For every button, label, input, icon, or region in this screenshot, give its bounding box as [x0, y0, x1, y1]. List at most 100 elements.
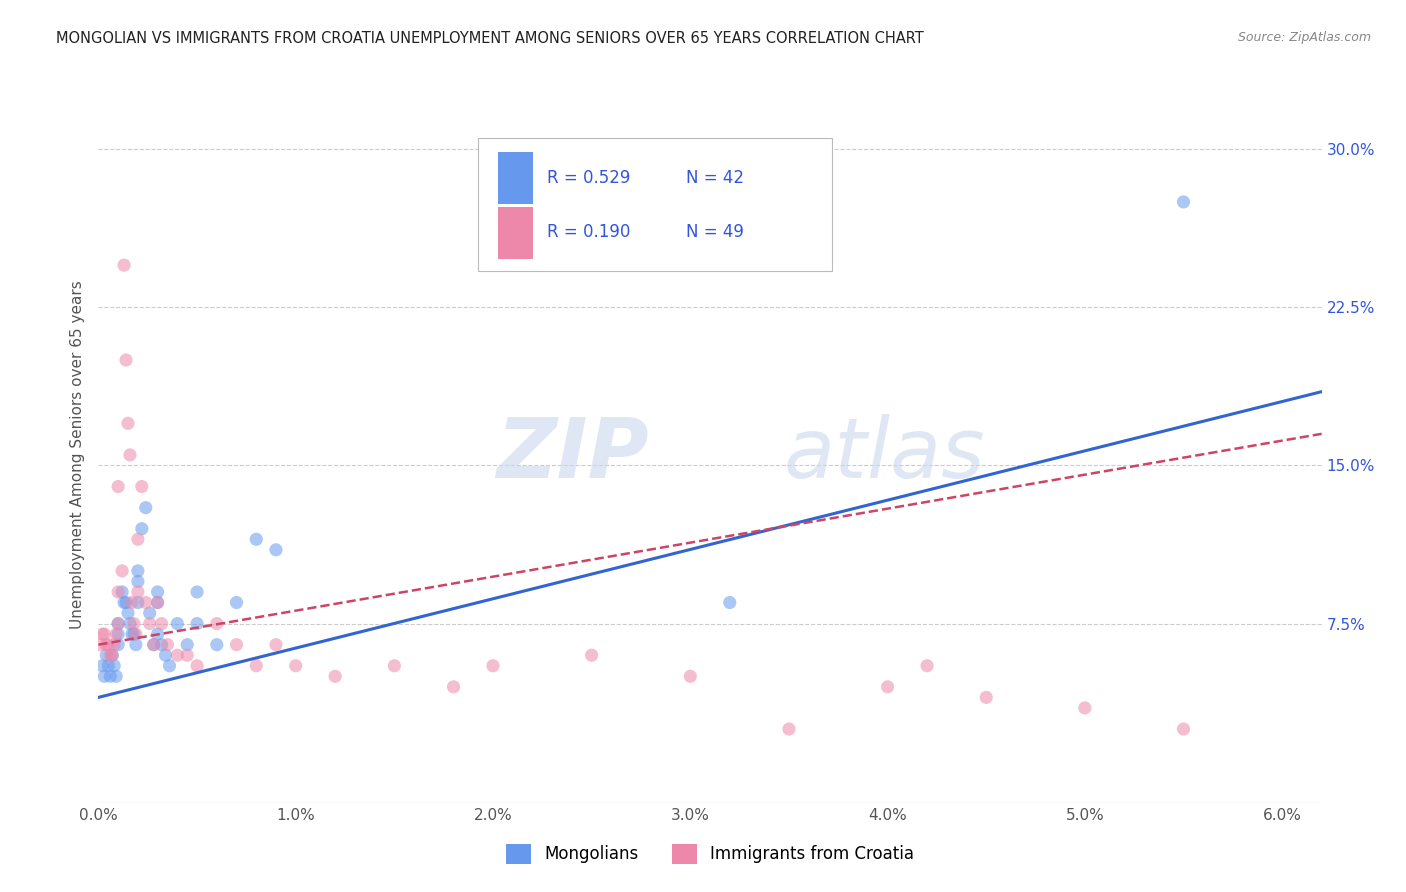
Point [156, 638, 179, 652]
Point [176, 638, 198, 652]
Point [225, 638, 247, 652]
Point [127, 595, 149, 609]
Point [205, 616, 228, 631]
Point [101, 648, 124, 663]
Point [876, 680, 898, 694]
Point [103, 658, 125, 673]
Text: R = 0.529: R = 0.529 [547, 169, 631, 187]
Point [107, 616, 129, 631]
Point [112, 595, 135, 609]
Point [166, 616, 188, 631]
Point [107, 638, 129, 652]
Point [155, 648, 177, 663]
Point [91, 627, 114, 641]
Point [115, 595, 138, 609]
Point [105, 669, 128, 683]
Point [121, 595, 143, 609]
FancyBboxPatch shape [478, 138, 832, 270]
Point [93, 627, 115, 641]
Point [122, 616, 145, 631]
Point [146, 585, 169, 599]
Point [127, 564, 149, 578]
Point [112, 258, 135, 272]
FancyBboxPatch shape [498, 153, 533, 204]
Point [127, 574, 149, 589]
Point [93, 669, 115, 683]
Point [264, 542, 287, 557]
Point [284, 658, 307, 673]
Point [186, 585, 208, 599]
Point [97, 638, 120, 652]
Point [1173, 194, 1195, 209]
Point [142, 638, 165, 652]
Legend: Mongolians, Immigrants from Croatia: Mongolians, Immigrants from Croatia [506, 844, 914, 864]
Y-axis label: Unemployment Among Seniors over 65 years: Unemployment Among Seniors over 65 years [69, 281, 84, 629]
Point [718, 595, 741, 609]
FancyBboxPatch shape [498, 207, 533, 259]
Point [581, 648, 603, 663]
Point [138, 616, 160, 631]
Text: atlas: atlas [783, 415, 986, 495]
Text: N = 42: N = 42 [686, 169, 744, 187]
Point [186, 616, 208, 631]
Point [443, 680, 465, 694]
Point [150, 616, 173, 631]
Point [117, 417, 139, 431]
Point [127, 585, 149, 599]
Point [118, 616, 141, 631]
Point [118, 448, 141, 462]
Point [778, 722, 800, 736]
Point [186, 658, 208, 673]
Text: N = 49: N = 49 [686, 223, 744, 241]
Point [125, 638, 148, 652]
Point [146, 595, 169, 609]
Point [382, 658, 405, 673]
Point [146, 595, 169, 609]
Point [225, 595, 247, 609]
Point [107, 479, 129, 493]
Point [111, 585, 134, 599]
Point [121, 627, 143, 641]
Point [482, 658, 505, 673]
Point [679, 669, 702, 683]
Point [98, 669, 121, 683]
Point [245, 658, 267, 673]
Text: MONGOLIAN VS IMMIGRANTS FROM CROATIA UNEMPLOYMENT AMONG SENIORS OVER 65 YEARS CO: MONGOLIAN VS IMMIGRANTS FROM CROATIA UNE… [56, 31, 924, 46]
Point [91, 658, 114, 673]
Point [135, 500, 157, 515]
Point [127, 533, 149, 547]
Text: ZIP: ZIP [496, 415, 650, 495]
Point [107, 616, 129, 631]
Point [135, 595, 157, 609]
Point [105, 627, 128, 641]
Point [97, 658, 120, 673]
Text: R = 0.190: R = 0.190 [547, 223, 631, 241]
Point [205, 638, 228, 652]
Point [117, 606, 139, 620]
Point [323, 669, 346, 683]
Point [96, 638, 118, 652]
Point [111, 564, 134, 578]
Point [101, 648, 124, 663]
Point [166, 648, 188, 663]
Point [245, 533, 267, 547]
Point [1173, 722, 1195, 736]
Point [264, 638, 287, 652]
Point [150, 638, 173, 652]
Point [138, 606, 160, 620]
Text: Source: ZipAtlas.com: Source: ZipAtlas.com [1237, 31, 1371, 45]
Point [125, 627, 148, 641]
Point [142, 638, 165, 652]
Point [107, 585, 129, 599]
Point [98, 648, 121, 663]
Point [146, 627, 169, 641]
Point [915, 658, 938, 673]
Point [974, 690, 997, 705]
Point [103, 638, 125, 652]
Point [96, 648, 118, 663]
Point [89, 638, 111, 652]
Point [1074, 701, 1097, 715]
Point [176, 648, 198, 663]
Point [115, 353, 138, 368]
Point [159, 658, 181, 673]
